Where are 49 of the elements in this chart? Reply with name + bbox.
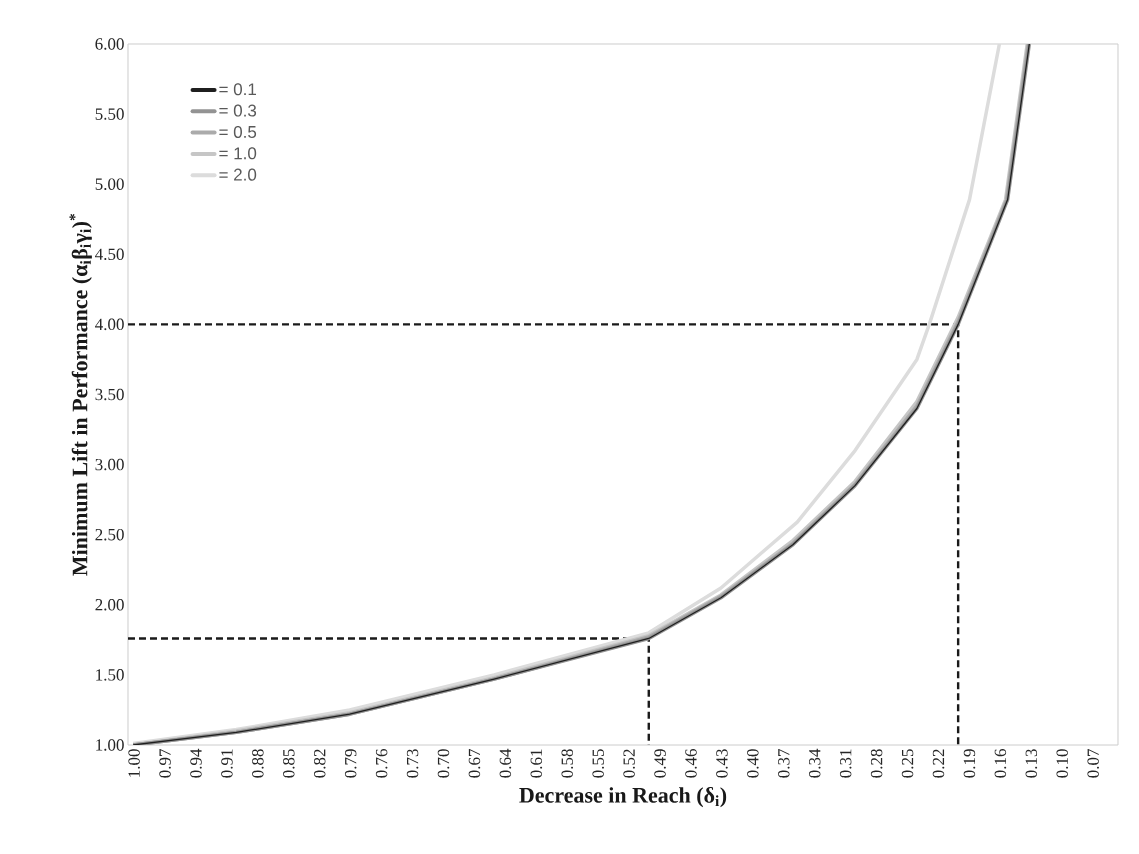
- x-tick-label: 0.91: [221, 749, 233, 778]
- x-tick-label: 0.88: [252, 749, 264, 778]
- x-tick-label: 0.07: [1087, 749, 1099, 778]
- x-tick-label: 0.67: [468, 749, 481, 778]
- x-tick-label: 0.40: [747, 749, 759, 778]
- x-tick-label: 0.49: [654, 749, 666, 778]
- y-tick-label: 4.50: [95, 248, 124, 261]
- y-tick-label: 3.00: [95, 458, 124, 471]
- x-tick-label: 0.94: [190, 748, 202, 778]
- x-tick-label: 0.25: [901, 749, 914, 778]
- y-tick-label: 4.00: [95, 318, 124, 331]
- x-tick-label: 0.79: [344, 749, 357, 778]
- x-tick-label: 0.37: [778, 749, 790, 778]
- x-tick-label: 0.70: [437, 749, 450, 778]
- x-tick-label: 0.16: [994, 749, 1007, 778]
- legend-label: = 2.0: [219, 168, 257, 181]
- x-tick-label: 0.97: [159, 749, 171, 778]
- x-tick-label: 0.85: [283, 749, 295, 778]
- x-tick-label: 0.64: [499, 748, 512, 778]
- legend-label: = 0.3: [219, 104, 257, 117]
- x-tick-label: 0.34: [808, 748, 821, 778]
- x-axis-title: Decrease in Reach (δ$_{i}$): [519, 787, 727, 808]
- y-tick-label: 5.00: [95, 178, 124, 190]
- legend-label: = 0.1: [219, 83, 257, 96]
- x-tick-label: 0.58: [561, 749, 574, 778]
- x-tick-label: 0.13: [1025, 749, 1038, 778]
- legend-label: = 1.0: [219, 147, 257, 160]
- x-tick-label: 0.31: [839, 749, 852, 778]
- y-tick-label: 3.50: [95, 388, 124, 401]
- x-tick-label: 0.22: [932, 749, 945, 778]
- y-tick-label: 1.00: [96, 739, 124, 751]
- y-axis-title: Minimum Lift in Performance (α$_{i}$β$_{i}$γ$_{i}$)$^{*}$: [69, 213, 92, 576]
- x-tick-label: 0.61: [530, 749, 543, 778]
- x-tick-label: 0.82: [313, 749, 326, 778]
- y-tick-label: 5.50: [95, 108, 124, 120]
- x-tick-label: 0.73: [406, 749, 419, 778]
- y-tick-label: 2.50: [95, 528, 124, 541]
- x-tick-label: 0.43: [716, 749, 728, 778]
- y-tick-label: 6.00: [95, 38, 124, 50]
- x-tick-label: 0.10: [1056, 749, 1069, 778]
- x-tick-label: 0.76: [375, 749, 388, 778]
- y-tick-label: 2.00: [95, 599, 124, 611]
- y-tick-label: 1.50: [96, 669, 124, 681]
- x-tick-label: 0.55: [592, 749, 604, 778]
- x-tick-label: 0.46: [685, 749, 697, 778]
- x-tick-label: 0.19: [963, 749, 976, 778]
- x-tick-label: 0.28: [870, 749, 883, 778]
- legend-label: = 0.5: [219, 125, 257, 138]
- x-tick-label: 0.52: [623, 749, 635, 778]
